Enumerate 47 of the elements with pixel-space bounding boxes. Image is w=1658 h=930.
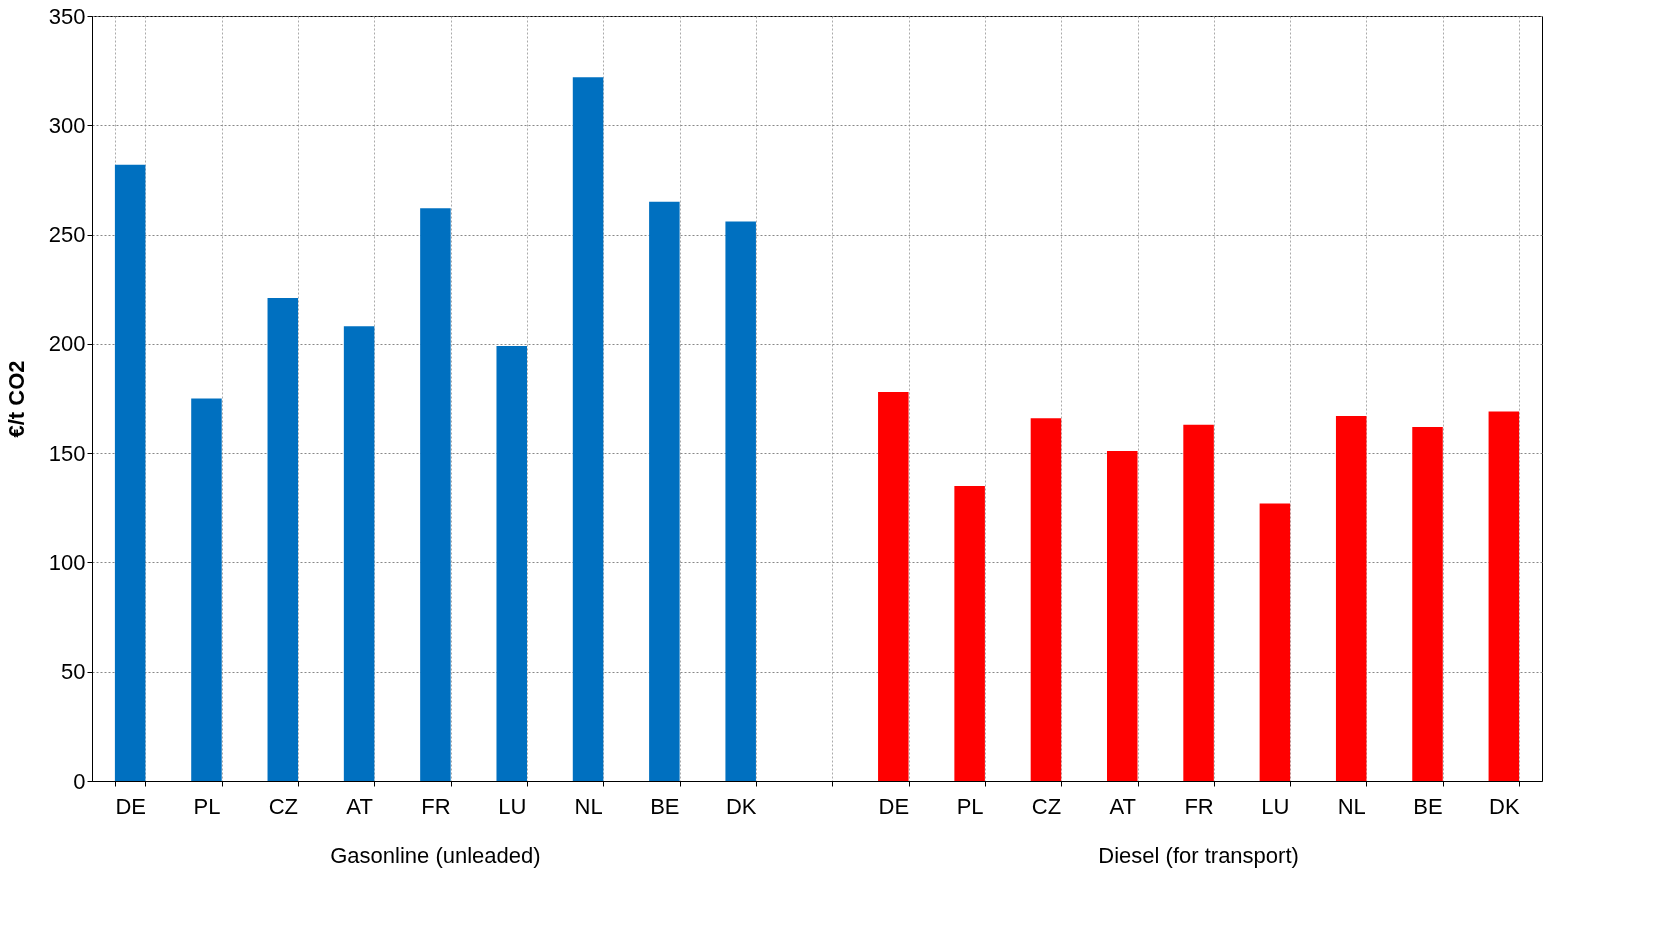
y-tick-label: 50 [61,659,86,685]
bar [649,201,680,781]
bar [343,326,375,781]
x-tick-label: NL [574,793,603,819]
x-tick-label: BE [1413,793,1443,819]
y-axis-title: €/t CO2 [3,360,29,438]
x-tick-label: AT [346,793,373,819]
bar [954,485,985,781]
x-tick-label: AT [1109,793,1137,819]
bar [496,346,527,781]
y-tick-label: 250 [48,222,86,248]
bar [1335,415,1367,781]
bar [114,164,146,781]
bar [572,77,604,781]
bar [420,208,451,781]
bar [725,221,756,781]
bar [1488,411,1520,781]
x-tick-label: DK [725,793,757,819]
y-tick-label: 100 [48,549,86,575]
x-tick-label: CZ [1031,793,1062,819]
text: Gasonline (unleaded) [330,843,541,868]
x-tick-label: DE [878,793,910,819]
bar [1107,450,1138,781]
x-tick-label: FR [1184,793,1214,819]
x-tick-label: DE [115,793,146,819]
y-tick-label: 350 [48,3,86,29]
y-tick-label: 200 [48,331,86,357]
bar [878,391,909,781]
x-tick-label: LU [1261,793,1290,819]
y-tick-label: 150 [48,440,86,466]
y-tick-label: 0 [73,768,86,794]
x-tick-label: NL [1337,793,1366,819]
x-tick-label: LU [498,793,527,819]
y-tick-label: 300 [48,112,86,138]
bar [1412,426,1443,781]
bar [1259,503,1291,781]
x-tick-label: FR [421,793,451,819]
bar [1183,424,1214,781]
x-tick-label: PL [956,793,984,819]
x-tick-label: PL [193,793,221,819]
x-tick-label: DK [1489,793,1520,819]
x-tick-label: CZ [268,793,298,819]
bar [267,297,299,781]
x-tick-label: BE [650,793,680,819]
bar [1030,418,1062,781]
bar [191,398,222,781]
text: Diesel (for transport) [1098,843,1299,868]
